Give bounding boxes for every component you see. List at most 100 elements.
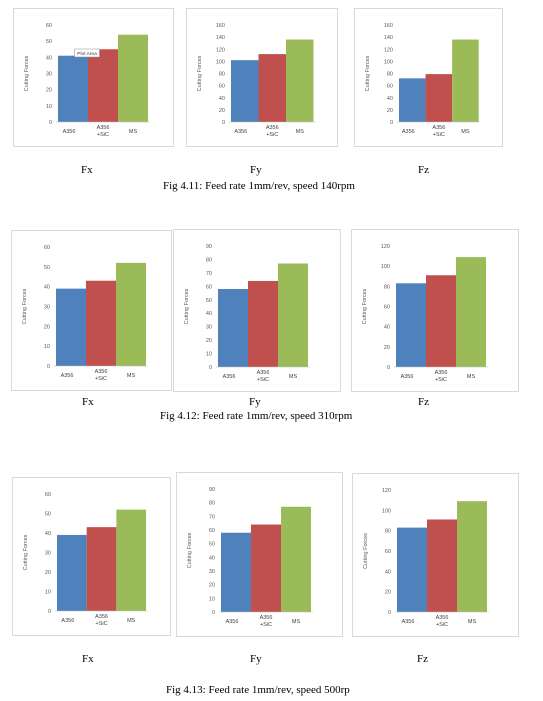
y-tick-label: 90 xyxy=(206,244,212,250)
x-tick-label-ms: MS xyxy=(127,373,136,379)
bar-a356-sic xyxy=(251,524,281,612)
subfig-label-fy: Fy xyxy=(250,164,262,176)
y-tick-label: 80 xyxy=(385,529,391,535)
bar-a356 xyxy=(221,532,251,612)
y-tick-label: 60 xyxy=(387,84,393,90)
y-tick-label: 120 xyxy=(382,488,391,494)
bar-a356 xyxy=(56,288,86,366)
x-tick-label-ms: MS xyxy=(127,618,136,624)
y-tick-label: 0 xyxy=(222,120,225,126)
y-tick-label: 160 xyxy=(384,23,393,29)
tooltip-text: Plot Area xyxy=(77,51,97,57)
y-tick-label: 40 xyxy=(45,531,51,537)
chart-panel-fig412-fx: Cutting Forces 0 10 20 30 40 50 60 A356 A356 +SiC M… xyxy=(11,230,172,391)
x-tick-label-a356-sic: A356 xyxy=(95,614,108,620)
bar-ms xyxy=(452,39,479,122)
y-tick-label: 60 xyxy=(209,528,215,534)
chart-panel-fig411-fy: Cutting Forces 0 20 40 60 80 100 120 140 160 A356 A… xyxy=(186,8,338,147)
y-axis-title: Cutting Forces xyxy=(24,55,30,91)
bar-chart: Cutting Forces 0 10 20 30 40 50 60 70 80 90 A356 A35… xyxy=(187,487,313,628)
bar-ms xyxy=(278,263,308,367)
bar-ms xyxy=(118,34,148,123)
bar-a356-sic xyxy=(426,275,456,367)
y-tick-label: 0 xyxy=(49,120,52,126)
y-tick-label: 120 xyxy=(384,47,393,53)
y-tick-label: 30 xyxy=(44,305,50,311)
y-tick-label: 60 xyxy=(45,492,51,498)
bar-chart: Cutting Forces 0 20 40 60 80 100 120 140 160 A356 A… xyxy=(197,23,316,138)
y-tick-label: 140 xyxy=(216,35,225,41)
y-tick-label: 60 xyxy=(219,84,225,90)
subfig-label-fx: Fx xyxy=(82,653,94,665)
subfig-label-fx: Fx xyxy=(82,396,94,408)
y-tick-label: 30 xyxy=(206,325,212,331)
bar-a356-sic xyxy=(86,527,117,611)
x-tick-label-a356-sic: A356 xyxy=(260,615,273,621)
x-tick-label-a356: A356 xyxy=(401,374,414,380)
x-tick-label-a356-sic: A356 xyxy=(432,125,445,131)
y-tick-label: 80 xyxy=(209,501,215,507)
bar-a356 xyxy=(396,283,426,367)
bar-a356-sic xyxy=(258,54,286,122)
y-tick-label: 40 xyxy=(206,311,212,317)
x-tick-label-a356-sic: +SiC xyxy=(435,377,447,383)
bar-ms xyxy=(281,506,311,612)
subfig-label-fy: Fy xyxy=(249,396,261,408)
bar-ms xyxy=(116,262,146,366)
chart-panel-fig412-fz: Cutting Forces 0 20 40 60 80 100 120 A356 A356 +Si… xyxy=(351,229,519,392)
y-tick-label: 20 xyxy=(387,108,393,114)
x-tick-label-a356: A356 xyxy=(223,374,236,380)
x-tick-label-a356-sic: +SiC xyxy=(436,622,448,628)
subfig-label-fz: Fz xyxy=(418,164,429,176)
x-tick-label-a356: A356 xyxy=(63,129,76,135)
x-tick-label-a356-sic: A356 xyxy=(435,370,448,376)
x-tick-label-a356-sic: +SiC xyxy=(257,377,269,383)
figure-caption-4-12: Fig 4.12: Feed rate 1mm/rev, speed 310rp… xyxy=(160,410,353,422)
x-tick-label-a356-sic: A356 xyxy=(97,125,110,131)
y-axis-title: Cutting Forces xyxy=(23,534,29,570)
x-tick-label-ms: MS xyxy=(296,129,305,135)
bar-a356 xyxy=(57,534,87,611)
subfig-label-fy: Fy xyxy=(250,653,262,665)
y-axis-title: Cutting Forces xyxy=(365,55,371,91)
y-tick-label: 40 xyxy=(46,55,52,61)
y-tick-label: 10 xyxy=(209,596,215,602)
y-axis-title: Cutting Forces xyxy=(197,55,203,91)
y-tick-label: 50 xyxy=(46,39,52,45)
y-tick-label: 60 xyxy=(384,305,390,311)
y-tick-label: 0 xyxy=(212,610,215,616)
y-tick-label: 20 xyxy=(44,324,50,330)
y-tick-label: 100 xyxy=(216,59,225,65)
y-tick-label: 60 xyxy=(206,284,212,290)
y-axis-title: Cutting Forces xyxy=(22,288,28,324)
bar-a356 xyxy=(58,55,88,122)
y-tick-label: 0 xyxy=(48,609,51,615)
bar-a356-sic xyxy=(86,280,116,366)
x-tick-label-a356-sic: +SiC xyxy=(97,132,109,138)
bar-a356-sic xyxy=(248,280,278,367)
x-tick-label-a356-sic: A356 xyxy=(257,370,270,376)
subfig-label-fz: Fz xyxy=(417,653,428,665)
y-tick-label: 40 xyxy=(209,555,215,561)
figure-caption-4-13: Fig 4.13: Feed rate 1mm/rev, speed 500rp xyxy=(166,684,350,696)
bar-ms xyxy=(286,39,314,122)
y-tick-label: 20 xyxy=(206,338,212,344)
bar-ms xyxy=(456,257,486,367)
bar-ms xyxy=(116,509,147,611)
bar-a356-sic xyxy=(425,74,453,122)
y-tick-label: 80 xyxy=(206,257,212,263)
y-tick-label: 80 xyxy=(219,72,225,78)
y-tick-label: 0 xyxy=(387,365,390,371)
bar-a356 xyxy=(218,289,248,367)
chart-panel-fig411-fx: Cutting Forces 0 10 20 30 40 50 60 A356 A356 +SiC M… xyxy=(13,8,174,147)
x-tick-label-a356: A356 xyxy=(234,129,247,135)
x-tick-label-a356-sic: A356 xyxy=(266,125,279,131)
y-tick-label: 100 xyxy=(384,59,393,65)
y-tick-label: 20 xyxy=(384,345,390,351)
bar-a356-sic xyxy=(88,49,118,122)
bar-ms xyxy=(457,501,487,612)
y-axis-title: Cutting Forces xyxy=(362,288,368,324)
bar-chart: Cutting Forces020406080100120A356A356+Si… xyxy=(363,488,489,628)
